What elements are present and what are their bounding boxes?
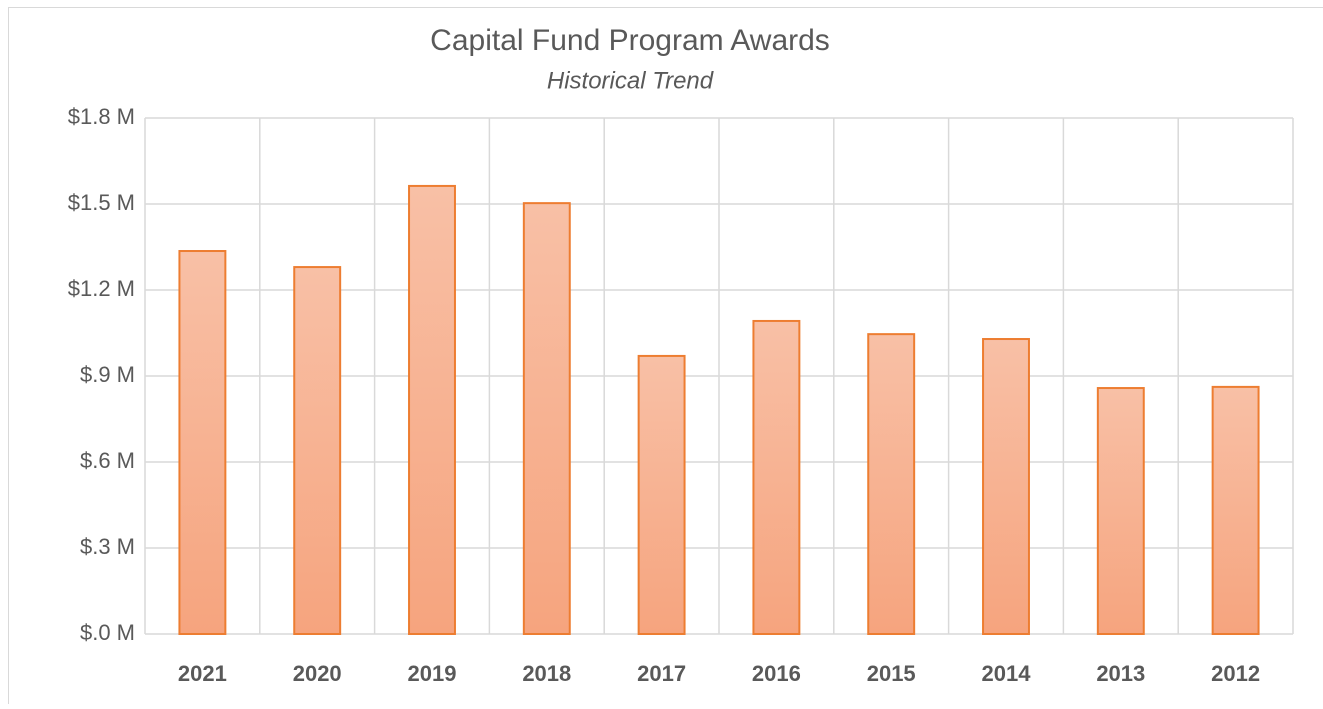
x-tick-label: 2019 [408,661,457,686]
chart-subtitle: Historical Trend [547,67,714,94]
x-tick-label: 2012 [1211,661,1260,686]
y-tick-label: $1.5 M [68,190,135,215]
x-tick-label: 2013 [1096,661,1145,686]
y-tick-label: $1.8 M [68,104,135,129]
y-tick-label: $.0 M [80,620,135,645]
bar [409,186,455,634]
x-tick-label: 2015 [867,661,916,686]
bar [753,321,799,634]
x-tick-label: 2017 [637,661,686,686]
bar [639,356,685,634]
x-tick-label: 2021 [178,661,227,686]
x-tick-label: 2016 [752,661,801,686]
bar [294,267,340,634]
y-tick-label: $.3 M [80,534,135,559]
x-tick-label: 2020 [293,661,342,686]
bar [1098,388,1144,634]
x-tick-label: 2018 [522,661,571,686]
bar [983,339,1029,634]
y-tick-label: $.6 M [80,448,135,473]
chart-title: Capital Fund Program Awards [430,24,830,57]
bar [524,203,570,634]
bar [868,334,914,634]
y-tick-label: $.9 M [80,362,135,387]
bar [179,251,225,634]
x-tick-label: 2014 [982,661,1032,686]
bar [1213,387,1259,634]
y-tick-label: $1.2 M [68,276,135,301]
